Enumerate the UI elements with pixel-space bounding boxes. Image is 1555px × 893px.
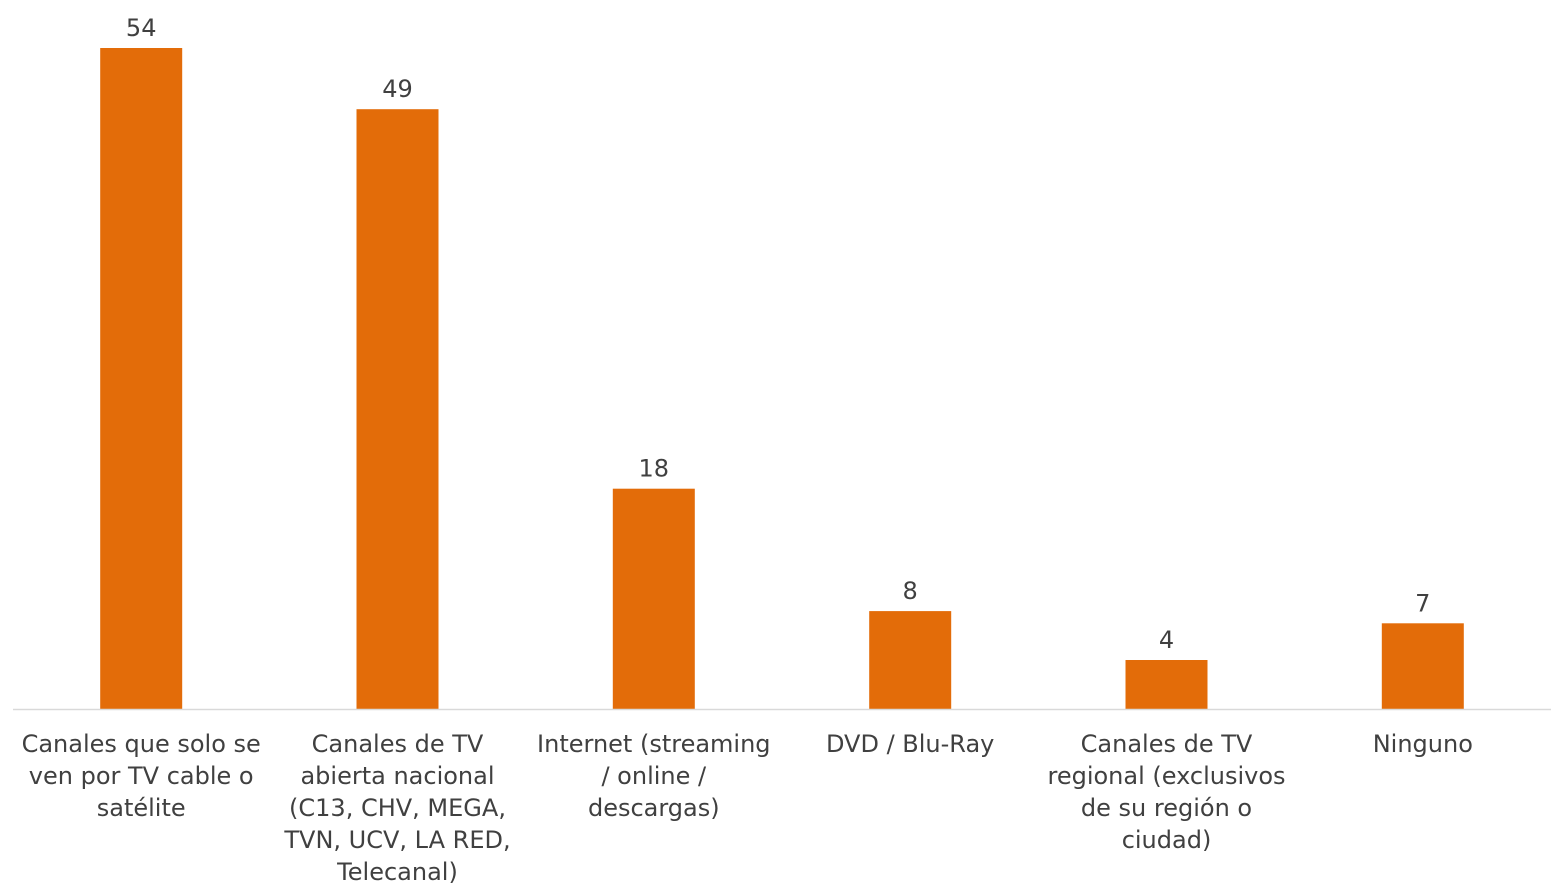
category-label-1: Canales que solo se ven por TV cable o s… [21, 730, 261, 822]
data-label-2: 49 [382, 75, 413, 103]
data-label-3: 18 [639, 455, 670, 483]
bar-5 [1125, 660, 1208, 709]
bars-layer [100, 48, 1464, 709]
category-label-5: Canales de TV regional (exclusivos de su… [1047, 730, 1286, 854]
category-label-4: DVD / Blu-Ray [826, 730, 995, 758]
bar-3 [612, 488, 695, 709]
bar-1 [100, 48, 183, 709]
value-labels-layer: 54 49 18 8 4 7 [126, 14, 1431, 654]
bar-6 [1381, 623, 1464, 709]
data-label-6: 7 [1415, 589, 1430, 617]
bar-4 [869, 611, 952, 709]
data-label-4: 8 [903, 577, 918, 605]
bar-2 [356, 109, 439, 709]
data-label-1: 54 [126, 14, 157, 42]
category-label-3: Internet (streaming / online / descargas… [537, 730, 771, 822]
category-label-6: Ninguno [1372, 730, 1473, 758]
category-label-2: Canales de TV abierta nacional (C13, CHV… [284, 730, 511, 886]
data-label-5: 4 [1159, 626, 1174, 654]
